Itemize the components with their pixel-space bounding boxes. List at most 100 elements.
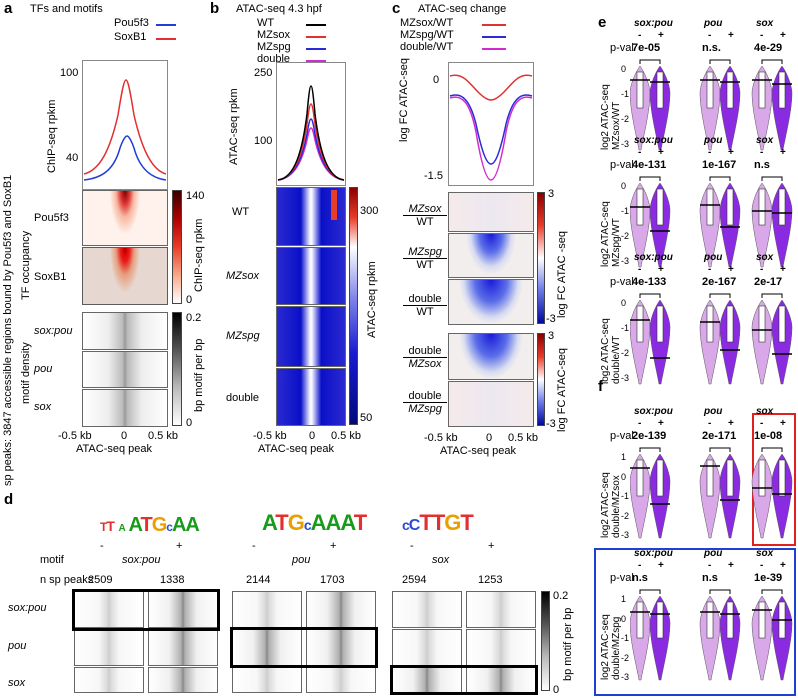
- e-r2-c2-bracket: [761, 293, 783, 298]
- e-r1-c2-bracket: [761, 176, 783, 181]
- a-ytick-40: 40: [66, 152, 79, 164]
- f-r0-c0-box-plus: [656, 459, 664, 497]
- e-r0-c2-sign-0: -: [760, 30, 764, 41]
- c-heatmap-double-mzsox: [448, 333, 534, 380]
- f-r1-c1-sign-1: +: [728, 560, 734, 571]
- e-r2-c1-bracket: [709, 293, 731, 298]
- a-cbar-motif: [172, 312, 182, 426]
- e-r0-c1-sign-1: +: [728, 30, 734, 41]
- f-r0-c1-bracket: [709, 447, 731, 452]
- e-r0-c1-bracket: [709, 59, 731, 64]
- e-r0-c0-bracket: [639, 59, 661, 64]
- c-row-double-mzsox-num: double: [403, 345, 447, 358]
- legend-soxb1: SoxB1: [114, 31, 147, 43]
- panel-f-letter: f: [598, 378, 603, 395]
- f-r0-violins: [630, 447, 793, 539]
- f-r0-header-0: sox:pou: [634, 406, 673, 417]
- c-line-mzspg: [449, 94, 533, 165]
- e-r1-pval-label: p-val: [610, 159, 634, 171]
- a-cbar-chip: [172, 190, 182, 304]
- a-profile-frame: [82, 60, 168, 190]
- d-soxpou-plus-sign: +: [176, 540, 183, 552]
- b-cbar: [349, 187, 358, 425]
- e-r0-ytick-1: -1: [621, 89, 630, 100]
- e-r2-c0-sign-0: -: [638, 264, 642, 275]
- e-r1-c1-sign-1: +: [728, 147, 734, 158]
- d-hm-sox-plus-r1: [466, 591, 536, 628]
- e-r2-pval-0: 4e-133: [632, 276, 667, 288]
- e-r1-header-0: sox:pou: [634, 135, 673, 146]
- a-cbar-chip-min: 0: [186, 294, 193, 306]
- legend-pou5f3-line: [156, 24, 176, 26]
- f-r1-header-1: pou: [704, 548, 723, 559]
- a-cbar-chip-label: ChIP-seq rpkm: [193, 218, 205, 292]
- f-r1-c2-sign-1: +: [780, 560, 786, 571]
- e-r1-ytick-3: -3: [621, 256, 630, 267]
- d-sox-plus: 1253: [478, 574, 503, 586]
- f-r0-pval-label: p-val: [610, 430, 634, 442]
- c-cbar1-max: 3: [548, 188, 555, 200]
- f-r0-c0-box-minus: [636, 459, 644, 497]
- a-heatmap-soxpou: [82, 312, 168, 350]
- panel-b-title: ATAC-seq 4.3 hpf: [236, 3, 322, 15]
- e-r2-ytick-1: -1: [621, 323, 630, 334]
- e-r0-header-1: pou: [704, 18, 723, 29]
- b-xtick-zero: 0: [309, 430, 316, 442]
- c-cbar-2: [537, 333, 545, 426]
- d-sox-minus-sign: -: [410, 540, 414, 552]
- d-npeaks-label: n sp peaks: [40, 574, 94, 586]
- e-r1-ylabel: log2 ATAC-seq MZspg/WT: [600, 201, 622, 267]
- e-r0-ytick-3: -3: [621, 139, 630, 150]
- f-r1-ytick-1: 0: [621, 613, 627, 624]
- legend-soxb1-line: [156, 38, 176, 40]
- f-r1-header-2: sox: [756, 548, 774, 559]
- e-r2-pval-2: 2e-17: [754, 276, 783, 288]
- b-profile-frame: [276, 62, 346, 186]
- a-xlabel: ATAC-seq peak: [76, 443, 153, 455]
- e-r1-c0-box-plus: [656, 188, 664, 226]
- a-ylabel: ChIP-seq rpkm: [46, 99, 58, 173]
- panel-c-title: ATAC-seq change: [418, 3, 507, 15]
- c-row-mzspg-wt: MZspg WT: [403, 246, 447, 271]
- a-tf-side-label: TF occupancy: [20, 230, 32, 300]
- b-ytick-250: 250: [254, 67, 273, 79]
- d-pou-minus-sign: -: [252, 540, 256, 552]
- f-r1-c0-sign-1: +: [658, 560, 664, 571]
- a-heatmap-pou: [82, 351, 168, 388]
- d-pou-minus: 2144: [246, 574, 271, 586]
- e-r2-c1-sign-0: -: [708, 264, 712, 275]
- a-row-soxpou: sox:pou: [34, 325, 73, 337]
- a-cbar-motif-max: 0.2: [186, 312, 202, 324]
- c-row-double-mzspg-den: MZspg: [408, 403, 442, 415]
- f-r0-ytick-3: -2: [621, 510, 630, 521]
- a-heatmap-pou5f3: [82, 190, 168, 246]
- a-heatmap-sox: [82, 389, 168, 427]
- e-r2-pval-label: p-val: [610, 276, 634, 288]
- d-hm-soxpou-plus-r3: [148, 667, 218, 693]
- f-r0-c2-sign-0: -: [760, 418, 764, 429]
- f-r1-c2-bracket: [761, 589, 783, 594]
- b-legend-double-line: [306, 60, 326, 62]
- e-r0-c1-box-minus: [706, 71, 714, 109]
- e-r1-c1-bracket: [709, 176, 731, 181]
- e-r1-header-1: pou: [704, 135, 723, 146]
- legend-pou5f3: Pou5f3: [114, 17, 149, 29]
- f-r1-ytick-2: -1: [621, 633, 630, 644]
- e-r1-c1-box-plus: [726, 188, 734, 226]
- b-xlabel: ATAC-seq peak: [258, 443, 335, 455]
- d-highlight-pou: [230, 627, 378, 668]
- e-r2-violins: [630, 293, 793, 385]
- e-r1-ytick-1: -1: [621, 206, 630, 217]
- c-legend-mzsox-line: [482, 24, 506, 26]
- d-sox-minus: 2594: [402, 574, 427, 586]
- e-r2-c1-sign-1: +: [728, 264, 734, 275]
- b-line-mzsox: [277, 103, 345, 181]
- e-r0-c0-sign-1: +: [658, 30, 664, 41]
- f-r0-c0-bracket: [639, 447, 661, 452]
- e-r0-pval-2: 4e-29: [754, 42, 783, 54]
- e-r1-c2-box-plus: [778, 188, 786, 226]
- c-row-double-mzsox-den: MZsox: [408, 358, 442, 370]
- e-r1-ytick-2: -2: [621, 231, 630, 242]
- e-r2-c1-box-plus: [726, 305, 734, 343]
- c-heatmap-double-wt: [448, 279, 534, 325]
